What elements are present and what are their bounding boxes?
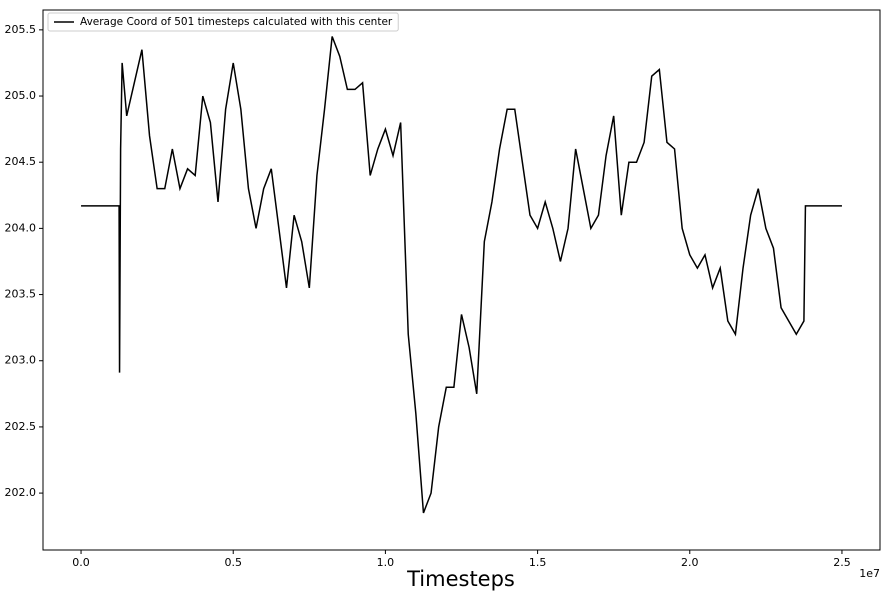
y-tick-label: 204.0 xyxy=(5,221,37,234)
axes-frame xyxy=(42,9,881,551)
legend-label: Average Coord of 501 timesteps calculate… xyxy=(80,16,393,28)
y-tick-label: 204.5 xyxy=(5,155,37,168)
x-axis-label: Timesteps xyxy=(406,567,515,591)
x-tick-label: 0.0 xyxy=(72,556,90,569)
data-line xyxy=(81,36,842,514)
x-tick-label: 1.5 xyxy=(529,556,547,569)
x-tick-label: 0.5 xyxy=(224,556,242,569)
y-tick-label: 203.5 xyxy=(5,288,37,301)
x-tick-label: 2.5 xyxy=(833,556,851,569)
legend-box xyxy=(47,12,399,32)
y-tick-label: 205.5 xyxy=(5,23,37,36)
x-offset-label: 1e7 xyxy=(859,567,880,580)
x-tick-label: 1.0 xyxy=(377,556,395,569)
y-tick-label: 203.0 xyxy=(5,354,37,367)
y-tick-label: 202.0 xyxy=(5,486,37,499)
y-tick-label: 205.0 xyxy=(5,89,37,102)
y-tick-label: 202.5 xyxy=(5,420,37,433)
x-tick-label: 2.0 xyxy=(681,556,699,569)
